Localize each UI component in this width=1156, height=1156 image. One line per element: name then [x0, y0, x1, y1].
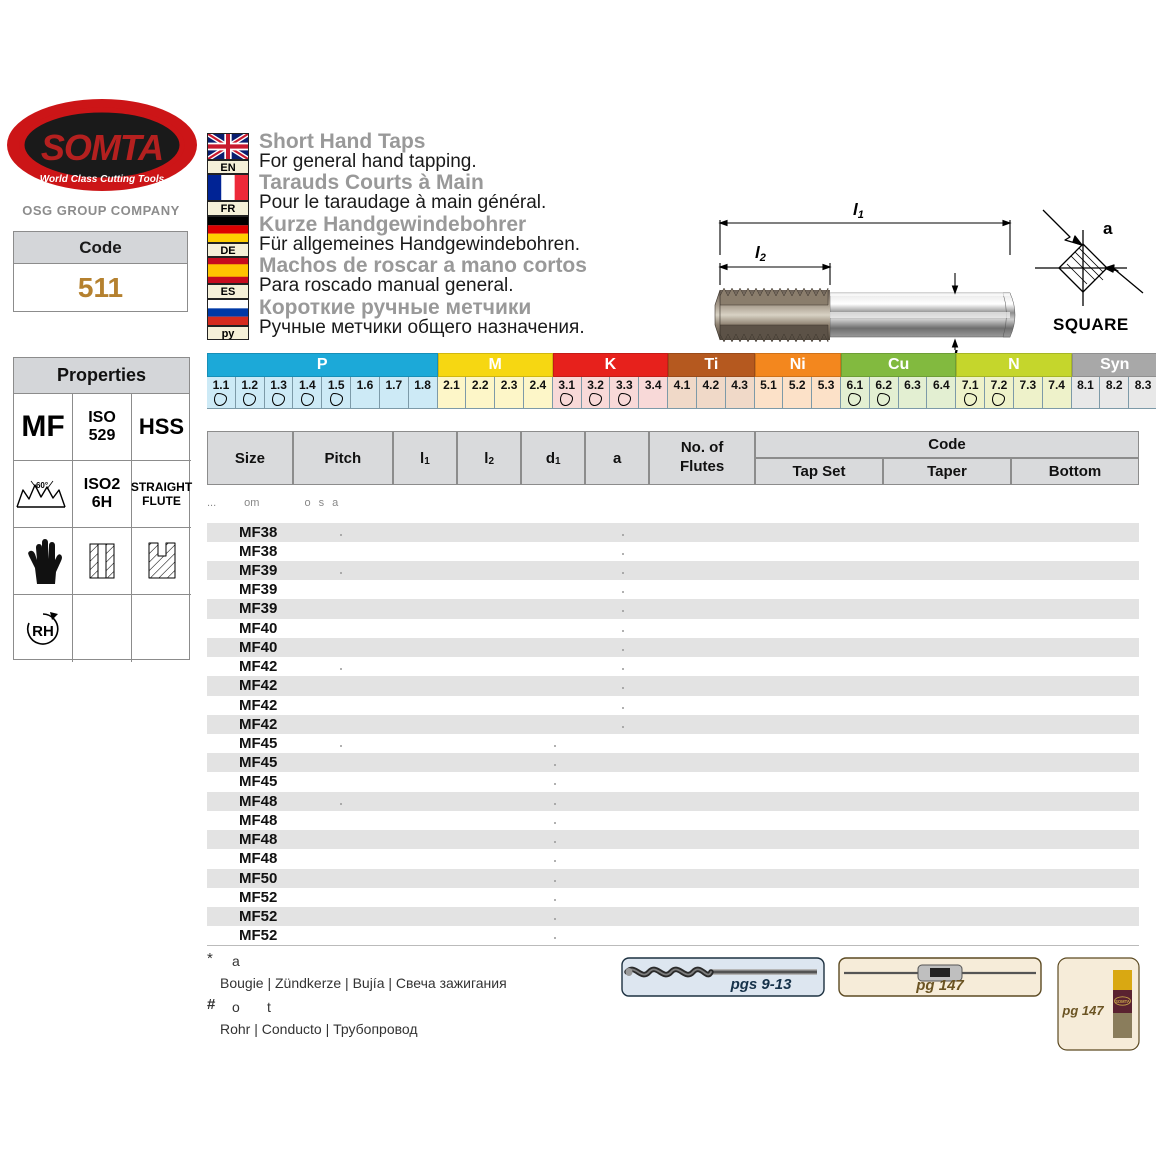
svg-text:pgs 9-13: pgs 9-13 [730, 976, 793, 993]
svg-text:World Class Cutting Tools: World Class Cutting Tools [40, 174, 165, 185]
svg-text:SQUARE: SQUARE [1053, 315, 1129, 334]
svg-text:SOMTA: SOMTA [1115, 999, 1130, 1004]
svg-text:SOMTA: SOMTA [41, 127, 163, 168]
svg-text:a: a [1103, 219, 1113, 238]
svg-text:RH: RH [32, 623, 54, 640]
svg-text:pg 147: pg 147 [1061, 1003, 1104, 1018]
svg-text:pg 147: pg 147 [915, 977, 964, 994]
